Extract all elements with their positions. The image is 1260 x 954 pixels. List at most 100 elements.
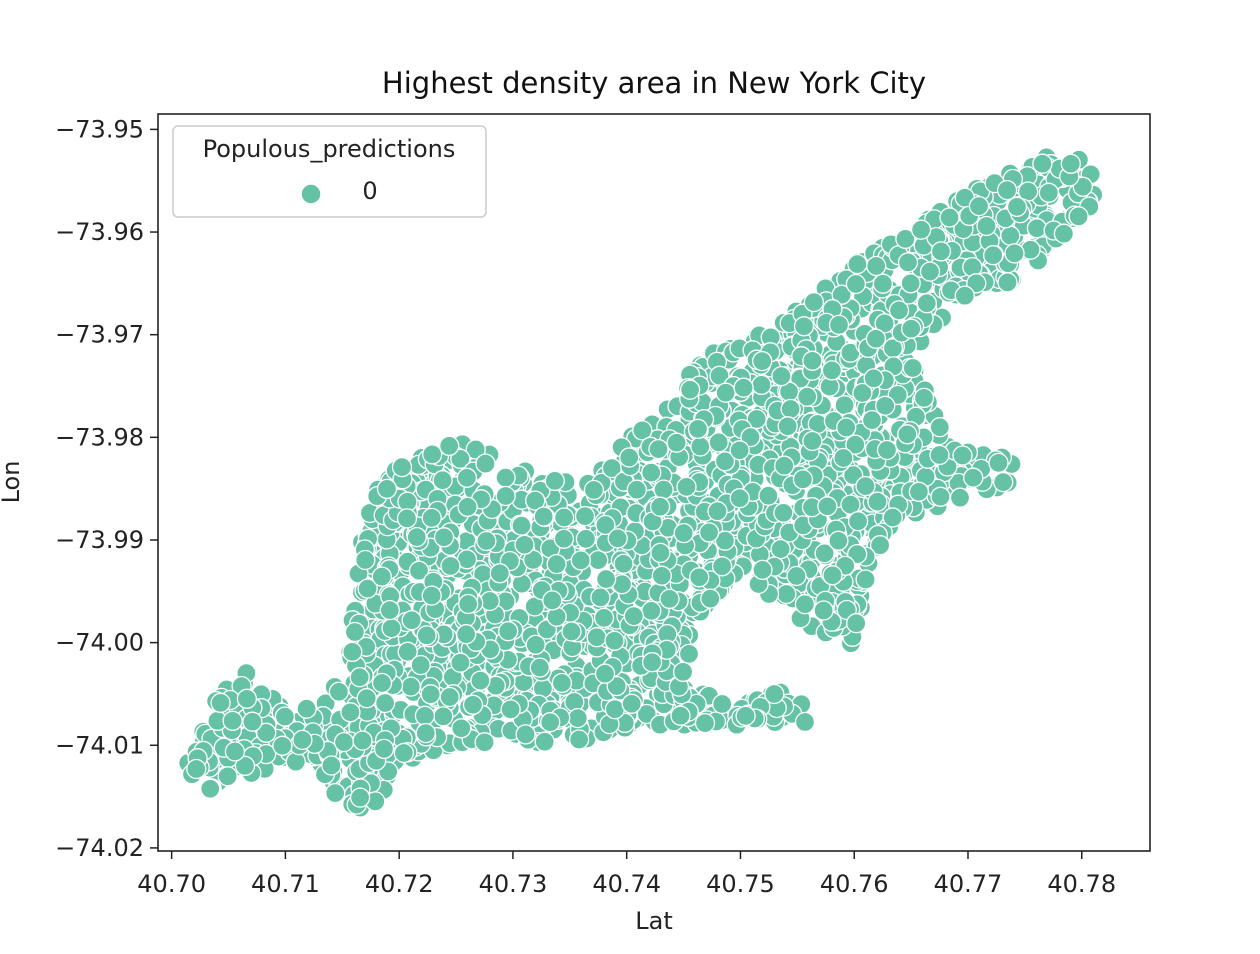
y-tick-label: −74.00 [55,629,144,657]
scatter-point [993,471,1014,493]
scatter-point [875,395,896,416]
scatter-point [794,594,816,615]
scatter-point [817,496,838,517]
scatter-point [659,588,680,610]
scatter-point [356,688,377,709]
scatter-point [495,485,516,507]
scatter-point [632,420,653,441]
scatter-point [729,488,750,509]
scatter-point [498,621,519,642]
scatter-point [325,782,346,804]
x-tick-label: 40.78 [1047,870,1116,898]
scatter-point [698,522,720,543]
scatter-point [623,605,644,627]
scatter-point [349,667,370,688]
scatter-point [1004,243,1025,264]
scatter-point [349,787,371,808]
scatter-point [574,505,596,527]
scatter-point [422,444,443,465]
scatter-point [649,496,671,517]
scatter-point [593,607,615,629]
scatter-point [321,755,342,776]
scatter-point [865,328,887,349]
y-tick-label: −73.99 [55,526,144,554]
scatter-point [606,675,627,697]
scatter-point [650,542,671,564]
scatter-point [867,491,888,512]
scatter-point [583,479,605,501]
scatter-point [439,686,460,708]
scatter-point [821,360,843,381]
scatter-point [913,387,935,409]
scatter-point [236,688,258,709]
scatter-point [689,567,710,588]
scatter-point [641,600,662,622]
scatter-point [735,705,756,727]
scatter-point [553,528,575,549]
scatter-point [613,553,634,574]
x-tick-label: 40.73 [479,870,548,898]
scatter-point [371,566,392,587]
scatter-point [794,711,816,733]
scatter-point [1000,225,1021,246]
scatter-point [813,600,834,621]
scatter-point [872,273,894,294]
scatter-point [376,478,398,500]
scatter-point [897,424,918,445]
scatter-point [910,219,932,240]
scatter-point [929,444,950,466]
scatter-point [968,195,990,217]
scatter-point [476,530,497,552]
scatter-point [802,350,823,371]
scatter-point [495,467,516,488]
scatter-point [470,670,491,691]
scatter-point [666,432,687,453]
scatter-point [479,590,500,612]
scatter-point [752,350,773,372]
scatter-point [897,252,919,273]
scatter-point [776,583,797,605]
scatter-point [439,435,460,457]
scatter-point [256,722,277,743]
scatter-point [793,316,815,337]
scatter-point [852,382,873,404]
scatter-point [930,486,951,507]
scatter-point [929,417,950,438]
scatter-point [525,634,546,655]
x-tick-label: 40.71 [251,870,320,898]
scatter-point [670,705,691,726]
scatter-point [770,538,791,560]
scatter-point [786,565,807,587]
scatter-point [988,452,1009,474]
scatter-point [1068,206,1089,227]
scatter-point [708,432,729,453]
x-tick-label: 40.72 [365,870,434,898]
scatter-point [966,273,987,294]
x-tick-label: 40.75 [706,870,775,898]
scatter-point [751,374,772,396]
scatter-point [533,506,554,527]
legend: Populous_predictions 0 [172,125,487,218]
scatter-point [846,613,867,634]
scatter-point [831,284,852,305]
scatter-point [700,588,721,609]
scatter-point [711,556,733,577]
scatter-point [292,729,313,751]
scatter-point [604,630,625,651]
scatter-point [861,409,883,431]
scatter-point [440,555,461,577]
scatter-point [888,300,910,321]
scatter-point [462,694,484,715]
scatter-point [553,507,575,528]
scatter-point [456,624,477,645]
scatter-point [740,426,761,448]
scatter-point [457,496,478,518]
scatter-point [648,438,669,460]
scatter-point [414,705,436,726]
scatter-point [874,313,895,334]
scatter-point [672,661,694,683]
scatter-point [764,683,785,705]
scatter-point [544,470,565,492]
x-axis-label: Lat [635,907,673,935]
